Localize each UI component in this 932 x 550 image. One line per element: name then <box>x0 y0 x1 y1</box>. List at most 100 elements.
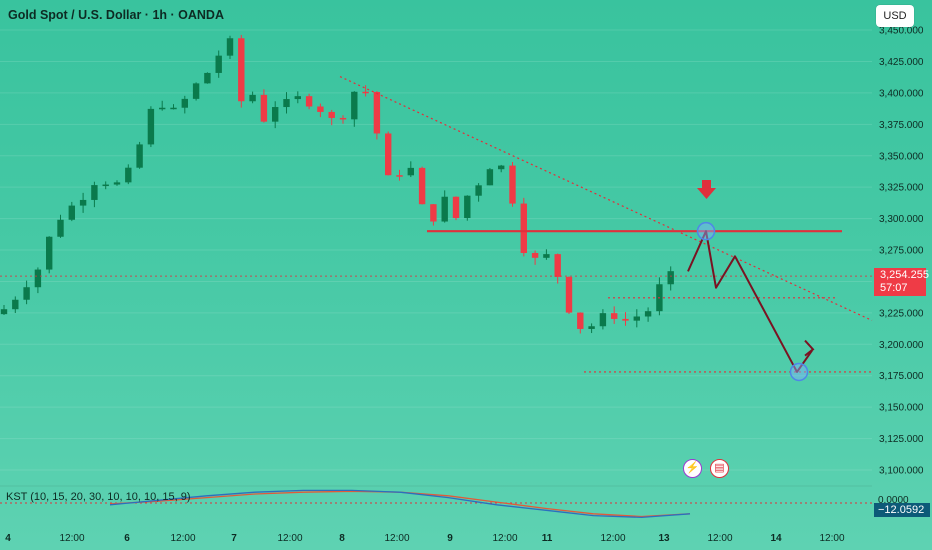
x-tick-label: 4 <box>5 533 11 544</box>
candle-body <box>102 184 109 187</box>
candle-body <box>91 185 98 200</box>
x-tick-label: 12:00 <box>600 533 625 544</box>
candle-body <box>192 83 200 99</box>
y-tick-label: 3,225.000 <box>879 308 924 319</box>
y-tick-label: 3,125.000 <box>879 434 924 445</box>
y-tick-label: 3,275.000 <box>879 246 924 257</box>
y-tick-label: 3,325.000 <box>879 183 924 194</box>
resistance-touch-circle <box>696 221 716 241</box>
candle-body <box>565 276 573 313</box>
support-target-circle <box>789 362 809 382</box>
candle-body <box>272 107 279 122</box>
candle-body <box>441 196 448 222</box>
candle-body <box>418 167 426 205</box>
candle-body <box>464 195 471 219</box>
candle-body <box>57 219 64 237</box>
candle-body <box>249 94 256 102</box>
candle-body <box>215 55 222 73</box>
x-tick-label: 9 <box>447 533 453 544</box>
y-tick-label: 3,300.000 <box>879 214 924 225</box>
x-tick-label: 8 <box>339 533 345 544</box>
x-tick-label: 12:00 <box>170 533 195 544</box>
kst-pane <box>0 485 872 519</box>
kst-indicator-label[interactable]: KST (10, 15, 20, 30, 10, 10, 10, 15, 9) <box>6 491 191 503</box>
candle-body <box>238 38 245 102</box>
countdown-value: 57:07 <box>880 282 908 294</box>
candle-body <box>68 205 75 220</box>
candle-body <box>633 316 640 321</box>
x-tick-label: 14 <box>770 533 782 544</box>
candle-body <box>79 199 87 206</box>
candle-body <box>430 204 437 222</box>
x-tick-label: 12:00 <box>384 533 409 544</box>
x-tick-label: 12:00 <box>277 533 302 544</box>
candle-body <box>260 94 268 122</box>
candle-body <box>125 167 132 183</box>
lightning-icon[interactable]: ⚡ <box>683 459 702 478</box>
chart-title: Gold Spot / U.S. Dollar · 1h · OANDA <box>8 8 224 22</box>
kst-zero-label: 0.0000 <box>878 495 909 506</box>
y-tick-label: 3,175.000 <box>879 371 924 382</box>
candle-body <box>373 92 381 134</box>
candle-body <box>599 313 607 327</box>
kst-value-tag: −12.0592 <box>874 503 930 517</box>
candle-body <box>362 91 369 94</box>
current-price-value: 3,254.255 <box>880 269 929 281</box>
candle-body <box>294 96 301 100</box>
x-tick-label: 12:00 <box>59 533 84 544</box>
candle-body <box>644 311 652 317</box>
candle-body <box>452 196 460 219</box>
grid <box>0 29 872 471</box>
x-tick-label: 12:00 <box>819 533 844 544</box>
kst-signal-line <box>109 490 691 518</box>
candle-body <box>351 91 358 120</box>
y-axis: 3,100.000 3,125.000 3,150.000 3,175.000 3,20… <box>879 26 924 477</box>
y-tick-label: 3,150.000 <box>879 403 924 414</box>
candle-body <box>12 299 19 310</box>
candle-body <box>486 169 494 186</box>
us-flag-icon[interactable]: ▤ <box>710 459 729 478</box>
y-tick-label: 3,375.000 <box>879 120 924 131</box>
candle-body <box>204 72 211 84</box>
candle-body <box>226 38 234 56</box>
candle-body <box>159 107 166 110</box>
y-tick-label: 3,400.000 <box>879 88 924 99</box>
candle-body <box>385 133 392 176</box>
candle-body <box>113 182 121 185</box>
candle-body <box>554 254 561 277</box>
candle-body <box>147 108 155 145</box>
annotations <box>0 76 873 382</box>
candle-body <box>0 309 8 315</box>
candle-body <box>46 236 53 270</box>
candle-body <box>317 106 324 112</box>
x-axis: 4 12:00 6 12:00 7 12:00 8 12:00 9 12:00 11 12:00 13 1… <box>5 533 845 544</box>
currency-button[interactable]: USD <box>876 5 914 27</box>
candle-body <box>34 269 42 288</box>
candle-body <box>531 252 539 258</box>
candle-body <box>170 107 177 110</box>
candle-body <box>136 144 143 168</box>
x-tick-label: 11 <box>542 533 553 544</box>
y-tick-label: 3,350.000 <box>879 151 924 162</box>
candle-body <box>181 98 188 108</box>
down-arrow-icon <box>697 180 716 199</box>
x-tick-label: 12:00 <box>707 533 732 544</box>
y-tick-label: 3,100.000 <box>879 466 924 477</box>
kst-line <box>109 489 691 519</box>
candle-body <box>588 326 595 329</box>
candle-body <box>611 313 618 319</box>
candle-body <box>407 167 414 176</box>
candle-body <box>498 165 505 170</box>
candle-body <box>339 117 347 120</box>
projection-path <box>687 230 813 373</box>
x-tick-label: 7 <box>231 533 237 544</box>
candles <box>0 34 674 334</box>
candle-body <box>396 175 403 177</box>
x-tick-label: 12:00 <box>492 533 517 544</box>
y-tick-label: 3,450.000 <box>879 26 924 37</box>
candle-body <box>667 271 674 285</box>
projection-arrowhead <box>804 339 815 357</box>
current-price-tag: 3,254.255 57:07 <box>874 268 929 296</box>
candle-body <box>509 165 516 204</box>
